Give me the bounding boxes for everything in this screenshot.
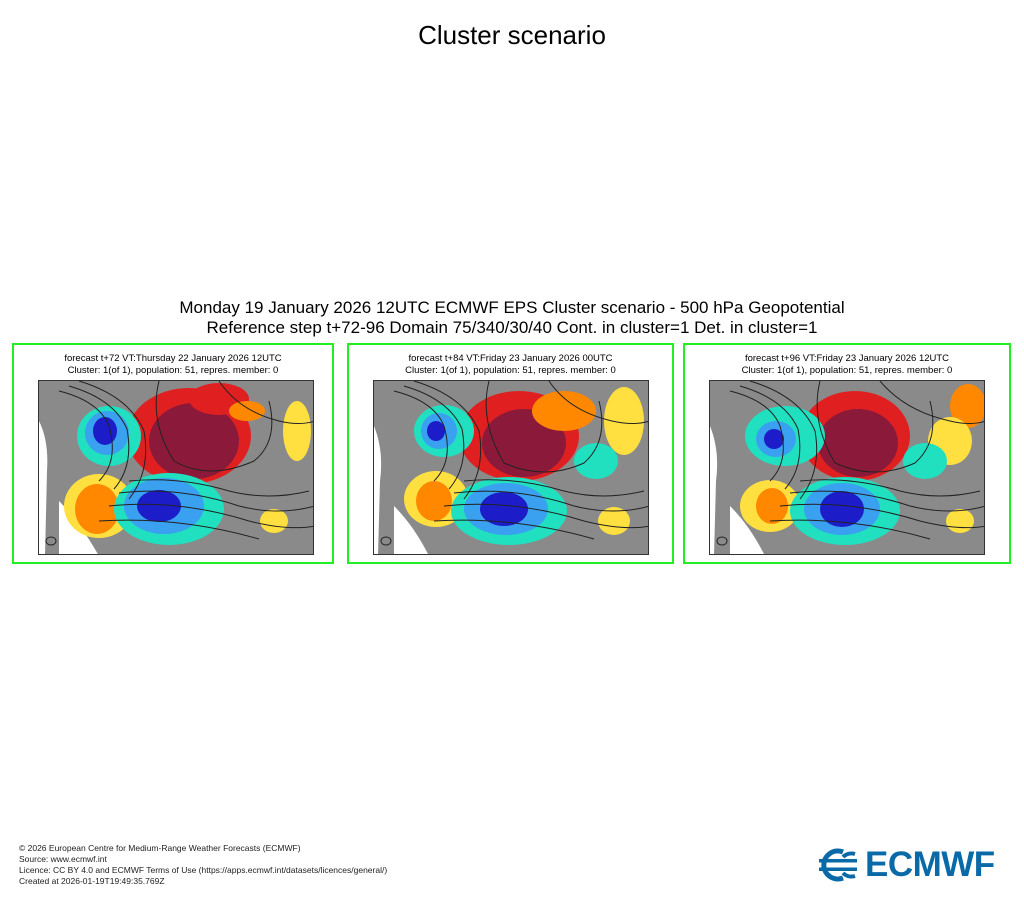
footer-created: Created at 2026-01-19T19:49:35.769Z [19, 876, 165, 886]
footer-credits: © 2026 European Centre for Medium-Range … [19, 843, 387, 887]
panel-heading: forecast t+84 VT:Friday 23 January 2026 … [349, 353, 672, 377]
footer-licence: Licence: CC BY 4.0 and ECMWF Terms of Us… [19, 865, 388, 875]
anomaly-map [38, 380, 314, 555]
page-title: Cluster scenario [418, 20, 606, 50]
panel-title: forecast t+72 VT:Thursday 22 January 202… [64, 353, 282, 364]
forecast-panel-t84: forecast t+84 VT:Friday 23 January 2026 … [347, 343, 674, 564]
panel-subtitle: Cluster: 1(of 1), population: 51, repres… [67, 365, 279, 376]
anomaly-map [709, 380, 985, 555]
chart-header: Monday 19 January 2026 12UTC ECMWF EPS C… [0, 298, 1024, 338]
anomaly-map-graphic [710, 381, 984, 554]
forecast-panel-t72: forecast t+72 VT:Thursday 22 January 202… [12, 343, 334, 564]
chart-header-line1: Monday 19 January 2026 12UTC ECMWF EPS C… [179, 298, 845, 317]
ecmwf-logo-icon [819, 848, 857, 882]
anomaly-map-graphic [374, 381, 648, 554]
panel-subtitle: Cluster: 1(of 1), population: 51, repres… [405, 365, 616, 376]
footer-copyright: © 2026 European Centre for Medium-Range … [19, 843, 301, 853]
panel-title: forecast t+84 VT:Friday 23 January 2026 … [408, 353, 613, 364]
ecmwf-logo-text: ECMWF [865, 845, 995, 884]
panel-subtitle: Cluster: 1(of 1), population: 51, repres… [741, 365, 953, 376]
anomaly-map-graphic [39, 381, 313, 554]
ecmwf-logo: ECMWF [813, 846, 1009, 884]
forecast-panel-t96: forecast t+96 VT:Friday 23 January 2026 … [683, 343, 1011, 564]
anomaly-map [373, 380, 649, 555]
panel-title: forecast t+96 VT:Friday 23 January 2026 … [744, 353, 950, 364]
panel-heading: forecast t+72 VT:Thursday 22 January 202… [14, 353, 332, 377]
footer-source: Source: www.ecmwf.int [19, 854, 107, 864]
chart-header-line2: Reference step t+72-96 Domain 75/340/30/… [206, 318, 818, 337]
panel-heading: forecast t+96 VT:Friday 23 January 2026 … [685, 353, 1009, 377]
